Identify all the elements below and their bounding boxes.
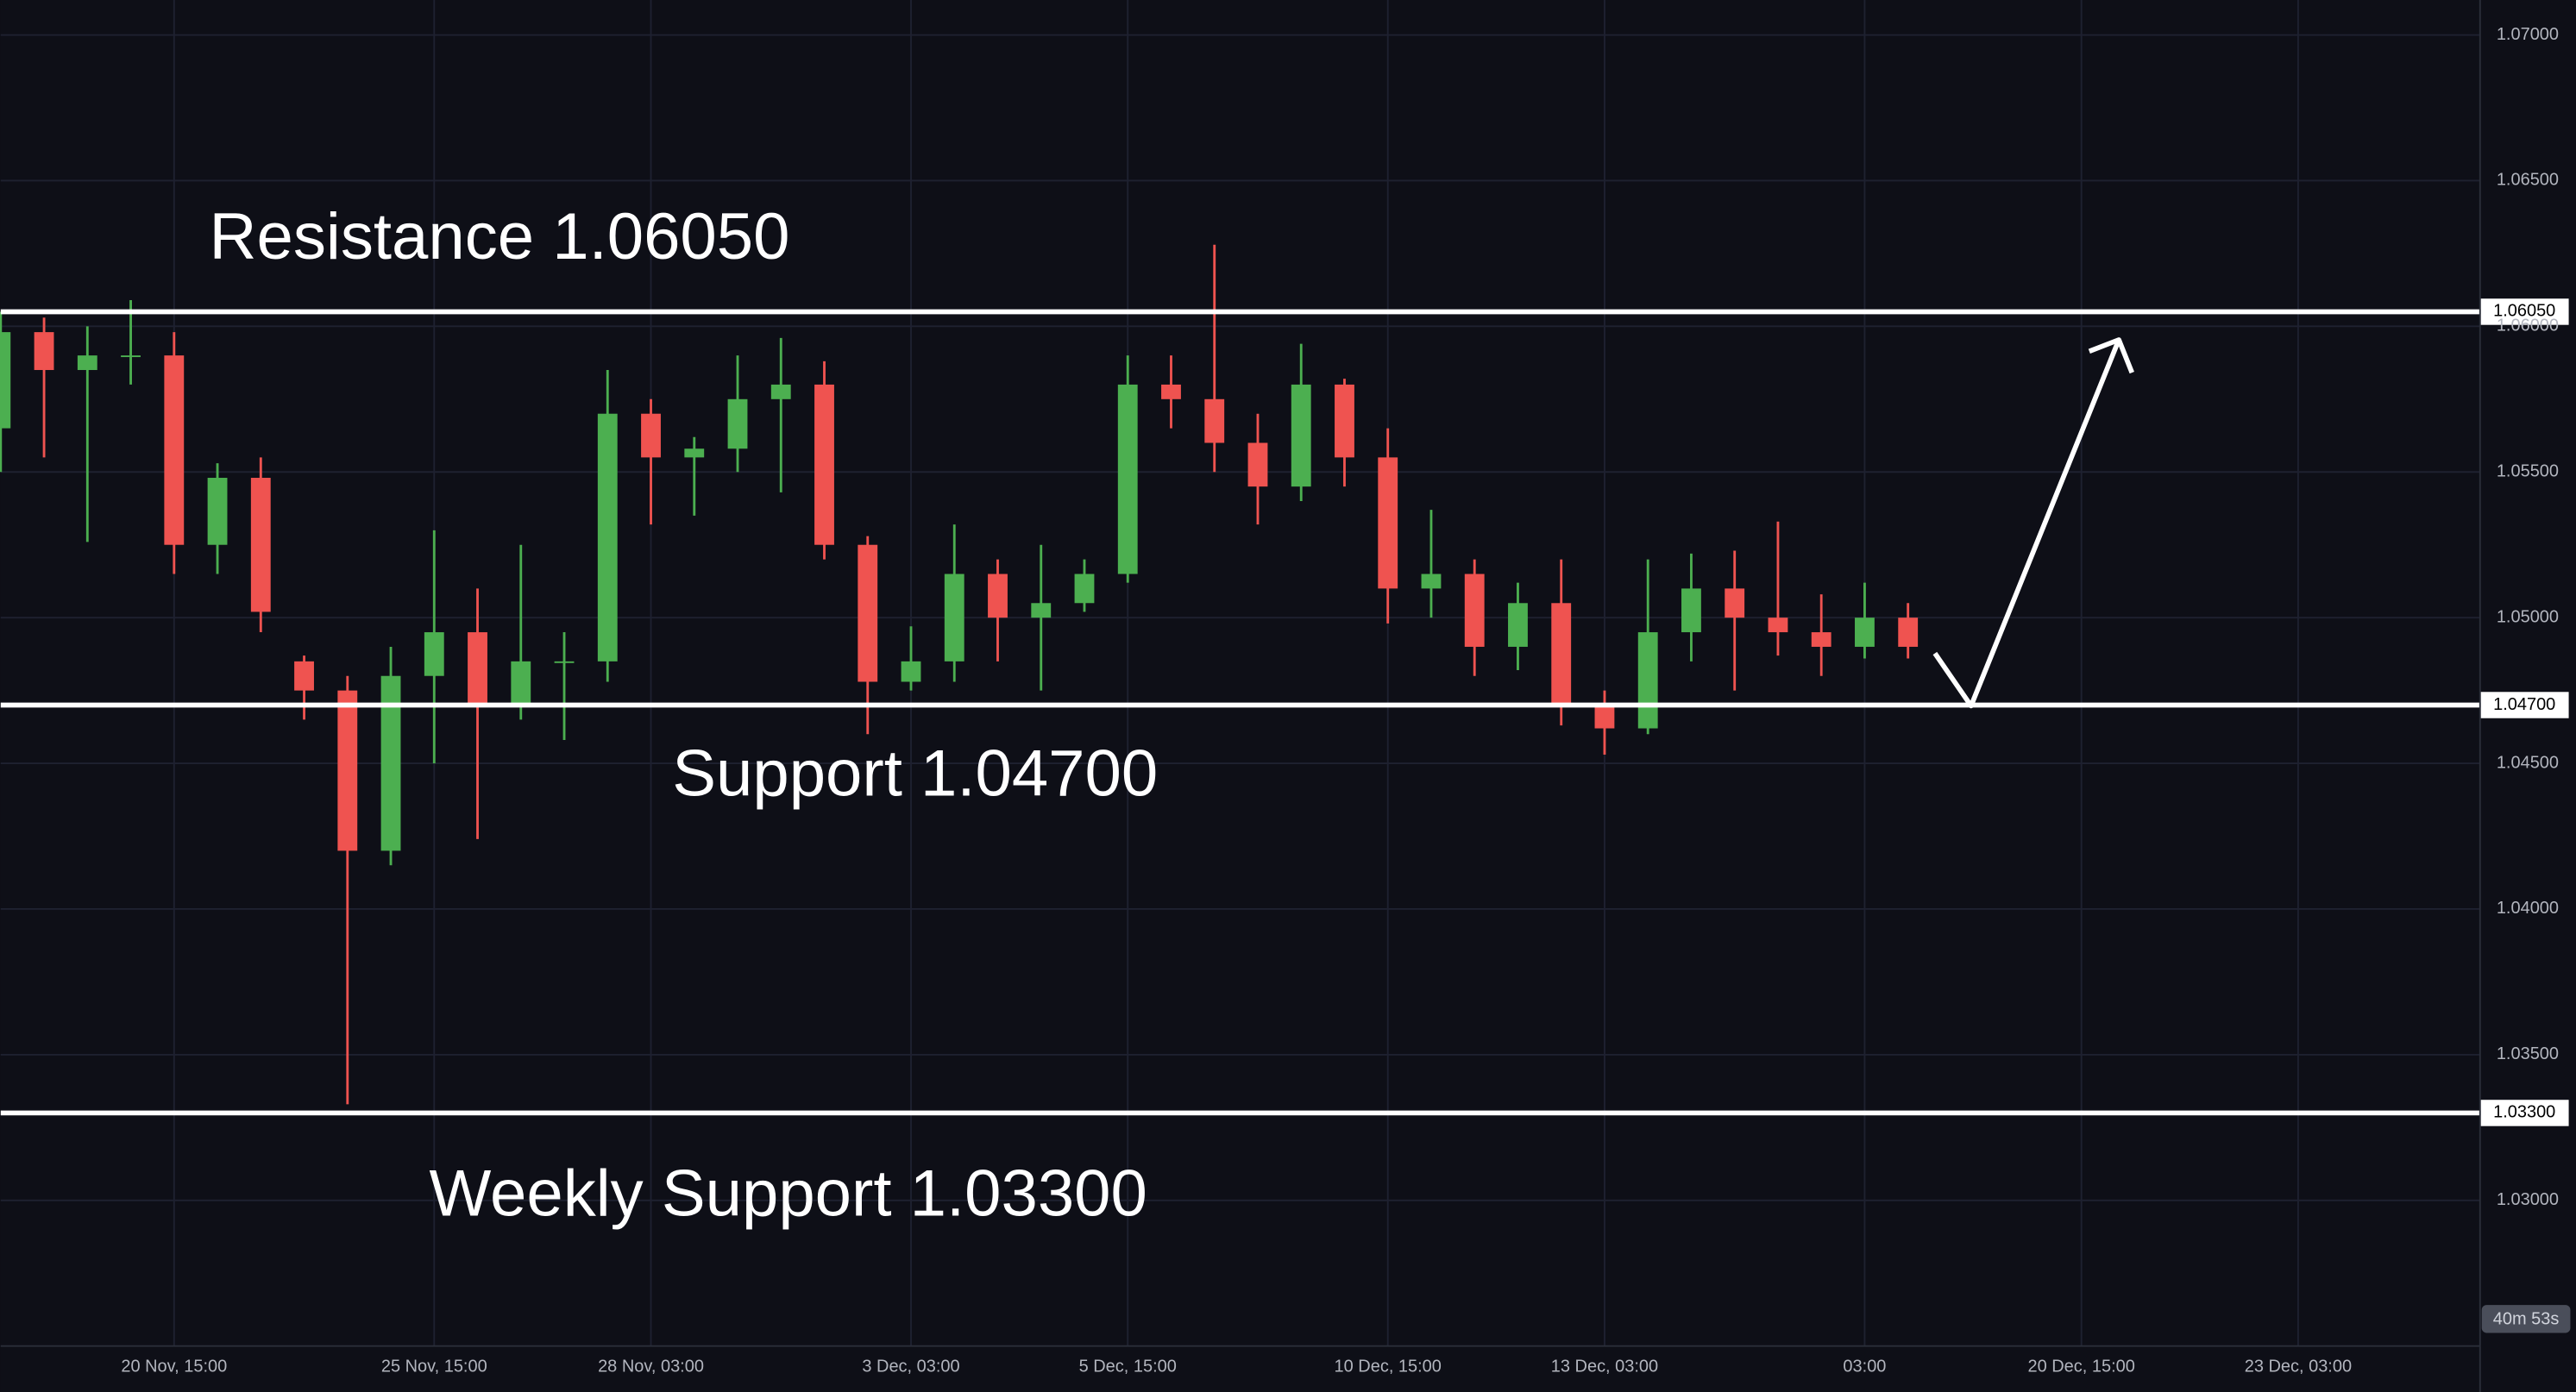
candle-body — [770, 384, 791, 399]
candle-body — [1768, 618, 1788, 633]
candle-body — [554, 661, 575, 663]
level-label: 1.04700 — [2493, 695, 2555, 714]
candle-body — [988, 574, 1008, 618]
candle-body — [0, 332, 11, 429]
candle-body — [684, 448, 705, 458]
candle-body — [424, 632, 444, 676]
x-tick-label: 23 Dec, 03:00 — [2245, 1358, 2352, 1376]
y-tick-label: 1.06500 — [2497, 171, 2559, 190]
arrow-path — [1932, 338, 2121, 709]
candle-body — [814, 384, 834, 545]
candle-body — [1421, 574, 1442, 589]
candle-body — [597, 413, 618, 662]
level-annotation: Support 1.04700 — [672, 737, 1158, 810]
x-tick-label: 20 Dec, 15:00 — [2028, 1358, 2135, 1376]
candle-body — [1811, 632, 1831, 647]
level-label: 1.06050 — [2493, 302, 2555, 321]
x-tick-label: 25 Nov, 15:00 — [381, 1358, 487, 1376]
level-label: 1.03300 — [2493, 1103, 2555, 1122]
candle-body — [1725, 588, 1745, 618]
candle-body — [944, 574, 964, 662]
candle-body — [1378, 457, 1398, 589]
level-label-box — [2479, 1100, 2569, 1126]
candle-body — [858, 544, 878, 682]
candle-body — [1681, 588, 1701, 633]
candle-body — [1031, 603, 1052, 618]
candle-body — [1551, 603, 1572, 705]
candle-body — [1074, 574, 1095, 604]
levels: 1.06050 Resistance 1.06050 1.04700 Support … — [0, 200, 2569, 1231]
candle-body — [1117, 384, 1138, 574]
x-tick-label: 20 Nov, 15:00 — [121, 1358, 227, 1376]
candle-body — [1855, 618, 1875, 647]
candle-body — [1335, 384, 1354, 458]
candle-body — [1594, 705, 1615, 729]
candle-body — [1898, 618, 1919, 647]
x-tick-label: 10 Dec, 15:00 — [1335, 1358, 1442, 1376]
candle-body — [1508, 603, 1528, 647]
countdown: 40m 53s — [2493, 1310, 2560, 1329]
candle-body — [901, 661, 921, 682]
y-tick-label: 1.03500 — [2497, 1044, 2559, 1063]
y-tick-label: 1.03000 — [2497, 1190, 2559, 1209]
candle-body — [1291, 384, 1311, 487]
level-annotation: Weekly Support 1.03300 — [430, 1157, 1147, 1231]
y-tick-label: 1.04000 — [2497, 899, 2559, 918]
level-label-box — [2479, 298, 2569, 325]
y-tick-label: 1.05000 — [2497, 607, 2559, 626]
candles — [0, 244, 1919, 1105]
y-tick-label: 1.05500 — [2497, 462, 2559, 481]
candle-body — [511, 661, 531, 705]
candle-body — [207, 478, 228, 545]
candle-body — [1161, 384, 1181, 399]
candle-body — [1247, 442, 1268, 487]
candle-body — [337, 690, 358, 851]
countdown-box — [2481, 1305, 2571, 1333]
x-tick-label: 03:00 — [1843, 1358, 1886, 1376]
x-tick-label: 5 Dec, 15:00 — [1079, 1358, 1177, 1376]
arrow-head — [2088, 337, 2134, 374]
projection-arrow — [1932, 337, 2134, 709]
candle-body — [727, 398, 748, 449]
y-tick-label: 1.07000 — [2497, 25, 2559, 44]
candle-body — [164, 355, 185, 545]
level-annotation: Resistance 1.06050 — [210, 200, 790, 273]
x-tick-label: 28 Nov, 03:00 — [598, 1358, 704, 1376]
y-tick-label: 1.04500 — [2497, 753, 2559, 772]
y-tick-label: 1.06000 — [2497, 317, 2559, 335]
candle-body — [250, 478, 271, 612]
x-tick-label: 13 Dec, 03:00 — [1551, 1358, 1658, 1376]
candle-body — [121, 355, 141, 358]
candle-body — [1464, 574, 1485, 647]
candle-body — [1204, 398, 1225, 443]
candle-body — [468, 632, 487, 705]
x-tick-label: 3 Dec, 03:00 — [862, 1358, 959, 1376]
candle-body — [77, 355, 97, 371]
candle-body — [641, 413, 661, 458]
axes: 1.03000 1.03500 1.04000 1.04500 1.05000 1.055… — [121, 25, 2559, 1376]
level-label-box — [2479, 692, 2569, 718]
candle-body — [380, 675, 401, 851]
candle-body — [294, 661, 314, 691]
candle-body — [34, 332, 54, 371]
candle-body — [1637, 632, 1658, 729]
